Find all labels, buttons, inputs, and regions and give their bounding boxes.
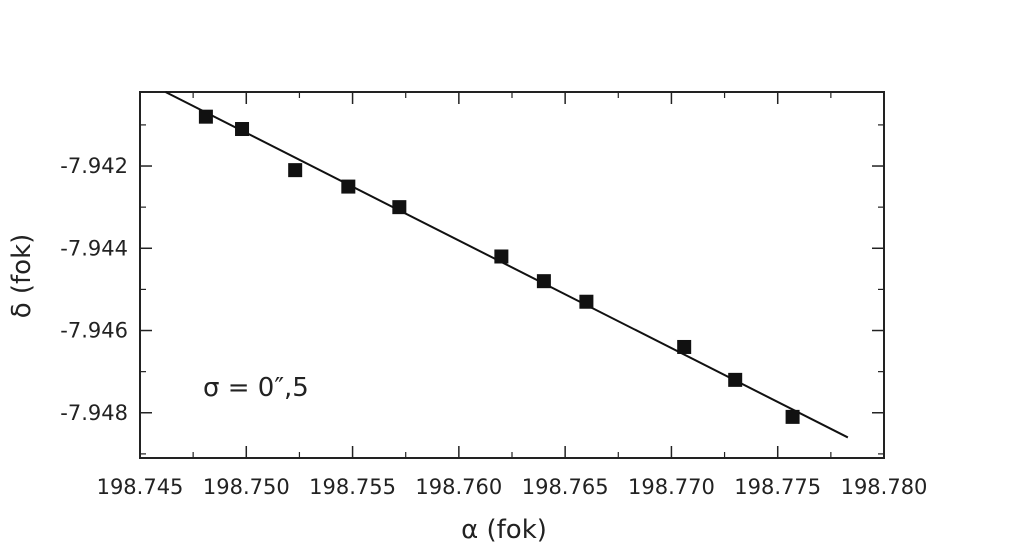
data-point (728, 372, 743, 387)
x-tick-label: 198.745 (97, 475, 184, 499)
data-point (536, 274, 551, 289)
data-point (235, 122, 250, 137)
x-axis-label: α (fok) (461, 515, 547, 545)
data-point (392, 200, 407, 215)
x-tick-label: 198.750 (203, 475, 290, 499)
x-tick-label: 198.755 (309, 475, 396, 499)
x-tick-label: 198.780 (841, 475, 928, 499)
x-axis: 198.745 198.750 198.755 198.760 198.765 198.7… (97, 92, 928, 499)
data-point (579, 294, 594, 309)
data-point (494, 249, 509, 264)
data-point (677, 339, 692, 354)
y-tick-label: -7.948 (60, 401, 128, 425)
data-point (341, 179, 356, 194)
plot-frame (139, 91, 885, 459)
y-tick-label: -7.946 (60, 319, 128, 343)
sigma-annotation: σ = 0″,5 (203, 373, 309, 403)
data-points (198, 109, 800, 424)
data-point (198, 109, 213, 124)
x-tick-label: 198.770 (628, 475, 715, 499)
data-point (288, 163, 303, 178)
plot-area (139, 91, 885, 459)
y-tick-label: -7.944 (60, 236, 128, 260)
x-tick-label: 198.765 (522, 475, 609, 499)
y-axis-label: δ (fok) (7, 234, 37, 319)
data-point (785, 409, 800, 424)
y-axis: -7.942 -7.944 -7.946 -7.948 (60, 124, 884, 455)
x-tick-label: 198.760 (415, 475, 502, 499)
y-tick-label: -7.942 (60, 154, 128, 178)
x-tick-label: 198.775 (734, 475, 821, 499)
